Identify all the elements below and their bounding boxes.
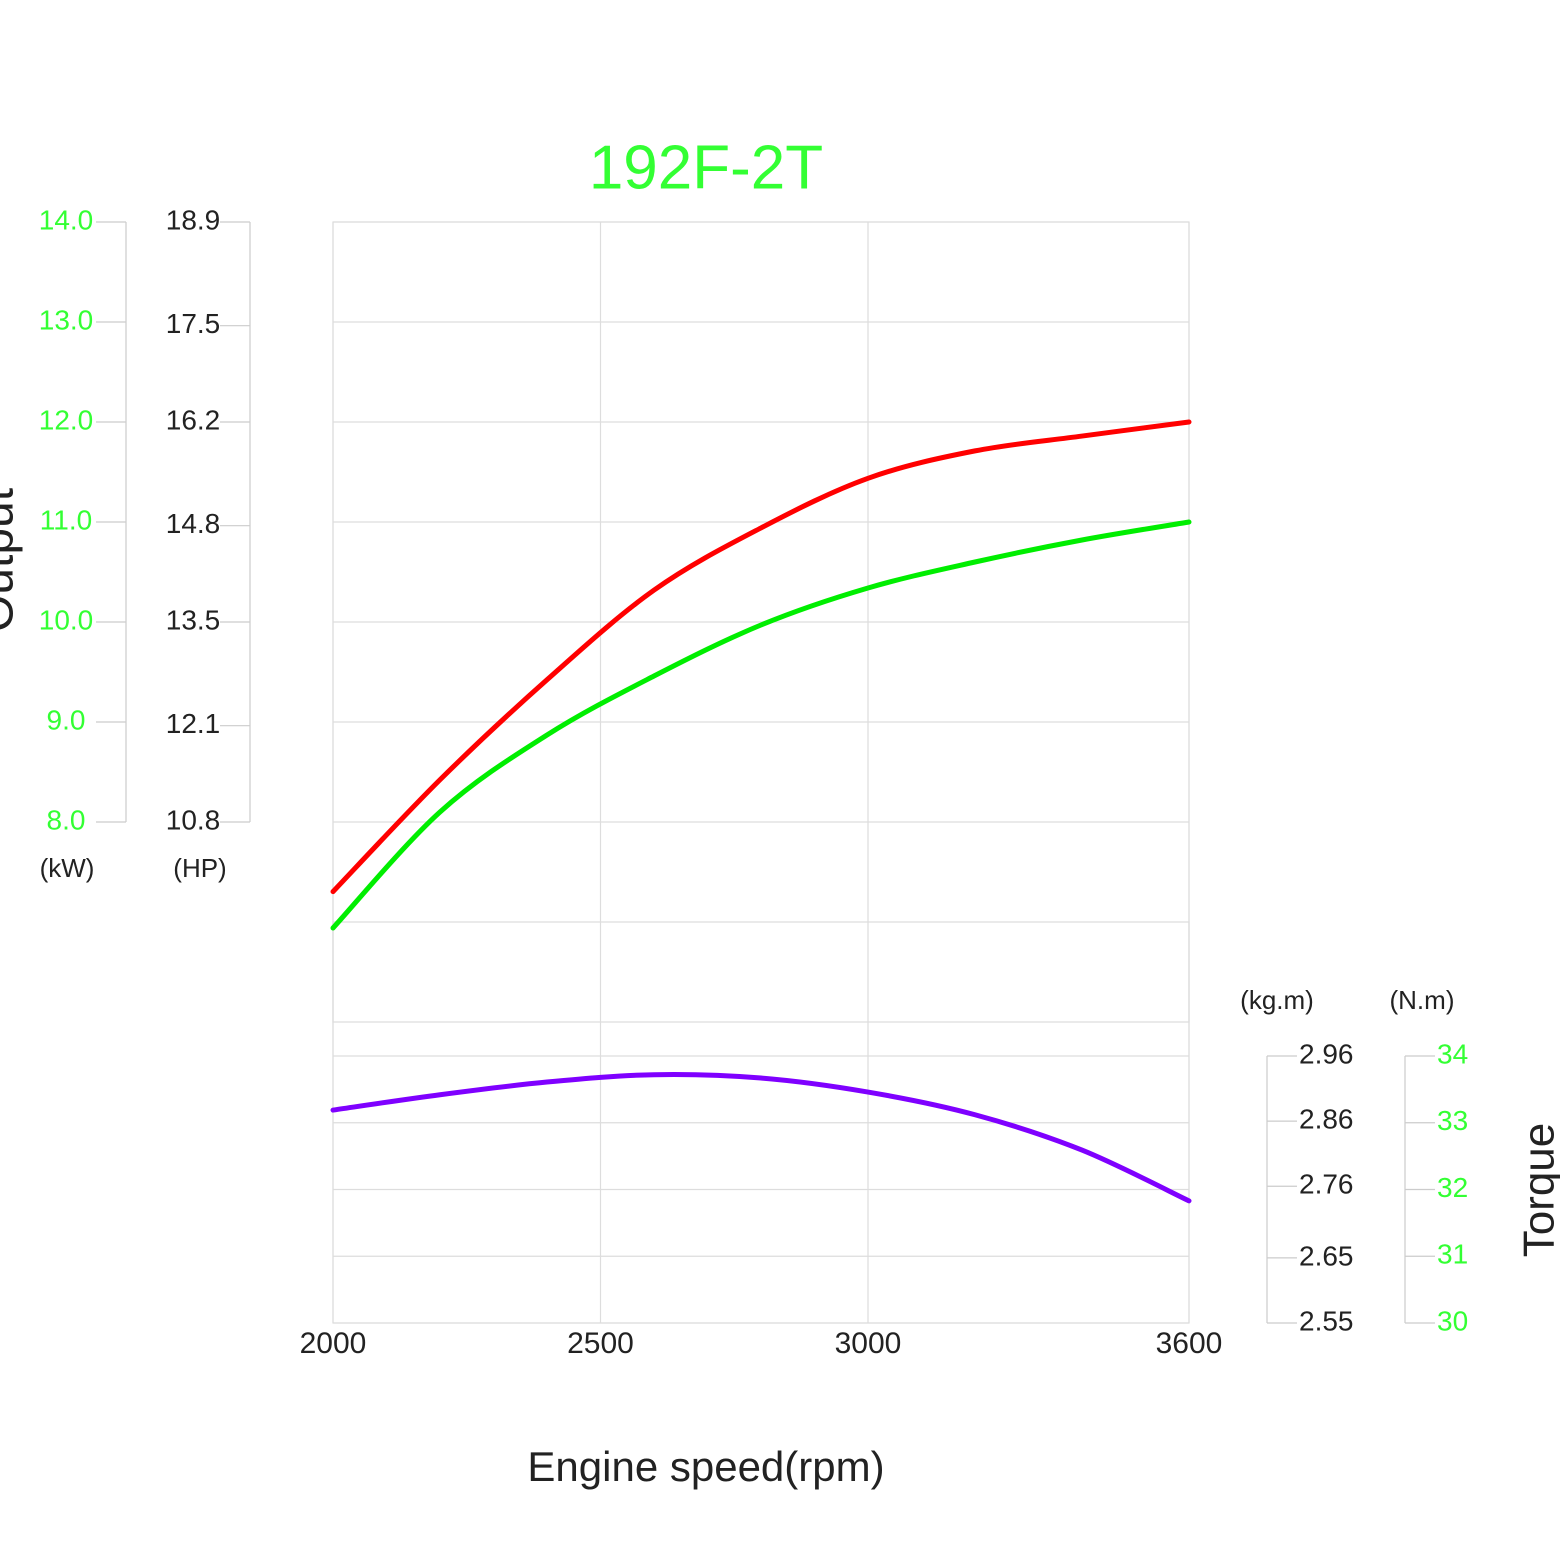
axis-unit: (kW): [40, 853, 95, 883]
y-tick-label: 8.0: [47, 804, 86, 835]
y-tick-label: 9.0: [47, 704, 86, 735]
y-tick-label: 2.86: [1299, 1104, 1354, 1135]
x-tick-label: 2000: [300, 1327, 367, 1360]
y-tick-label: 12.0: [39, 404, 94, 435]
y-tick-label: 12.1: [166, 708, 221, 739]
chart-title: 192F-2T: [589, 133, 823, 202]
curve: [330, 419, 1192, 895]
axis-unit: (HP): [173, 853, 226, 883]
y-tick-label: 2.65: [1299, 1240, 1354, 1271]
y-tick-label: 34: [1437, 1038, 1468, 1069]
y-tick-label: 33: [1437, 1105, 1468, 1136]
y-tick-label: 16.2: [166, 404, 221, 435]
x-axis-label: Engine speed(rpm): [527, 1443, 884, 1490]
y-tick-label: 2.55: [1299, 1305, 1354, 1336]
output-label: Output: [0, 488, 24, 632]
y-tick-label: 32: [1437, 1172, 1468, 1203]
x-tick-label: 3000: [835, 1327, 902, 1360]
y-tick-label: 11.0: [40, 504, 92, 535]
axis-unit: (kg.m): [1240, 985, 1314, 1015]
y-tick-label: 10.0: [39, 604, 94, 635]
y-tick-label: 13.0: [39, 304, 94, 335]
y-tick-label: 13.5: [166, 604, 221, 635]
y-tick-label: 2.96: [1299, 1038, 1354, 1069]
y-tick-label: 18.9: [166, 204, 221, 235]
y-tick-label: 10.8: [166, 804, 221, 835]
curve: [330, 1072, 1192, 1204]
x-tick-label: 3600: [1156, 1327, 1223, 1360]
y-tick-label: 30: [1437, 1305, 1468, 1336]
y-tick-label: 2.76: [1299, 1169, 1354, 1200]
y-tick-label: 14.0: [39, 204, 94, 235]
curve: [330, 519, 1192, 931]
y-tick-label: 14.8: [166, 508, 221, 539]
torque-label: Torque: [1515, 1123, 1560, 1258]
y-tick-label: 31: [1437, 1239, 1468, 1270]
y-tick-label: 17.5: [166, 308, 221, 339]
x-tick-label: 2500: [567, 1327, 634, 1360]
axis-unit: (N.m): [1390, 985, 1455, 1015]
